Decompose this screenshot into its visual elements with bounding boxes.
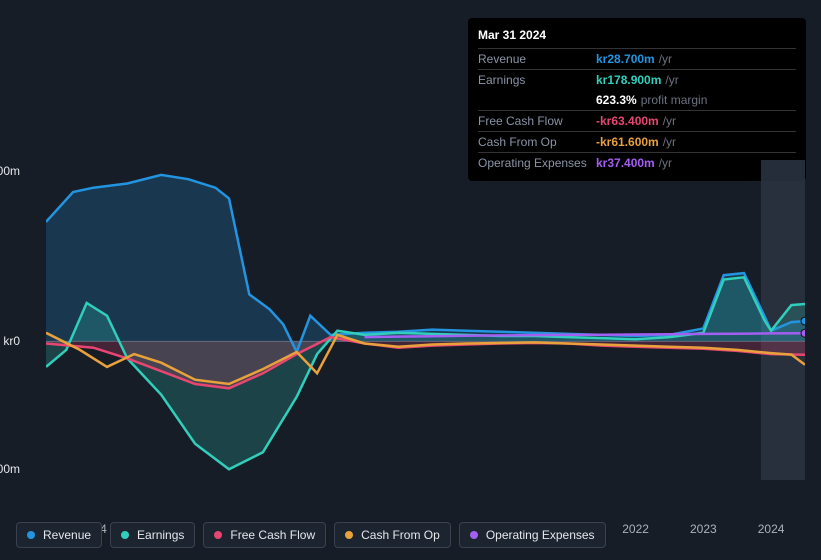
x-axis-label: 2024 — [758, 522, 785, 536]
legend-item[interactable]: Cash From Op — [334, 522, 451, 548]
tooltip-row: 623.3%profit margin — [478, 90, 796, 110]
tooltip-unit: /yr — [663, 133, 676, 151]
tooltip-unit: /yr — [665, 71, 678, 89]
plot-area[interactable] — [46, 160, 805, 480]
chart-tooltip: Mar 31 2024 Revenuekr28.700m/yrEarningsk… — [468, 18, 806, 181]
tooltip-label: Revenue — [478, 50, 596, 68]
tooltip-row: Free Cash Flow-kr63.400m/yr — [478, 110, 796, 131]
tooltip-row: Revenuekr28.700m/yr — [478, 48, 796, 69]
legend-label: Cash From Op — [361, 528, 440, 542]
legend: Revenue Earnings Free Cash Flow Cash From O… — [16, 522, 606, 548]
legend-dot-icon — [214, 531, 222, 539]
chart-container: kr800m kr0 -kr600m 201420152016201720182… — [16, 160, 805, 500]
tooltip-label: Earnings — [478, 71, 596, 89]
legend-label: Revenue — [43, 528, 91, 542]
tooltip-label: Free Cash Flow — [478, 112, 596, 130]
legend-label: Free Cash Flow — [230, 528, 315, 542]
y-axis-label: -kr600m — [0, 462, 20, 476]
tooltip-label — [478, 91, 596, 109]
series-end-marker — [801, 329, 805, 337]
legend-item[interactable]: Operating Expenses — [459, 522, 606, 548]
y-axis-label: kr800m — [0, 164, 20, 178]
chart-svg — [46, 160, 805, 480]
tooltip-value: kr28.700m — [596, 50, 655, 68]
tooltip-unit: /yr — [659, 50, 672, 68]
tooltip-value: 623.3% — [596, 91, 637, 109]
legend-item[interactable]: Revenue — [16, 522, 102, 548]
legend-label: Operating Expenses — [486, 528, 595, 542]
tooltip-value: kr178.900m — [596, 71, 661, 89]
tooltip-value: -kr61.600m — [596, 133, 659, 151]
legend-dot-icon — [121, 531, 129, 539]
legend-item[interactable]: Earnings — [110, 522, 195, 548]
tooltip-date: Mar 31 2024 — [478, 26, 796, 48]
tooltip-label: Cash From Op — [478, 133, 596, 151]
tooltip-unit: profit margin — [641, 91, 708, 109]
legend-dot-icon — [345, 531, 353, 539]
tooltip-unit: /yr — [663, 112, 676, 130]
y-axis-label: kr0 — [0, 334, 20, 348]
legend-item[interactable]: Free Cash Flow — [203, 522, 326, 548]
tooltip-row: Earningskr178.900m/yr — [478, 69, 796, 90]
legend-label: Earnings — [137, 528, 184, 542]
legend-dot-icon — [27, 531, 35, 539]
series-end-marker — [801, 317, 805, 325]
legend-dot-icon — [470, 531, 478, 539]
x-axis-label: 2022 — [622, 522, 649, 536]
series-fill — [46, 175, 805, 352]
tooltip-row: Cash From Op-kr61.600m/yr — [478, 131, 796, 152]
x-axis-label: 2023 — [690, 522, 717, 536]
tooltip-value: -kr63.400m — [596, 112, 659, 130]
